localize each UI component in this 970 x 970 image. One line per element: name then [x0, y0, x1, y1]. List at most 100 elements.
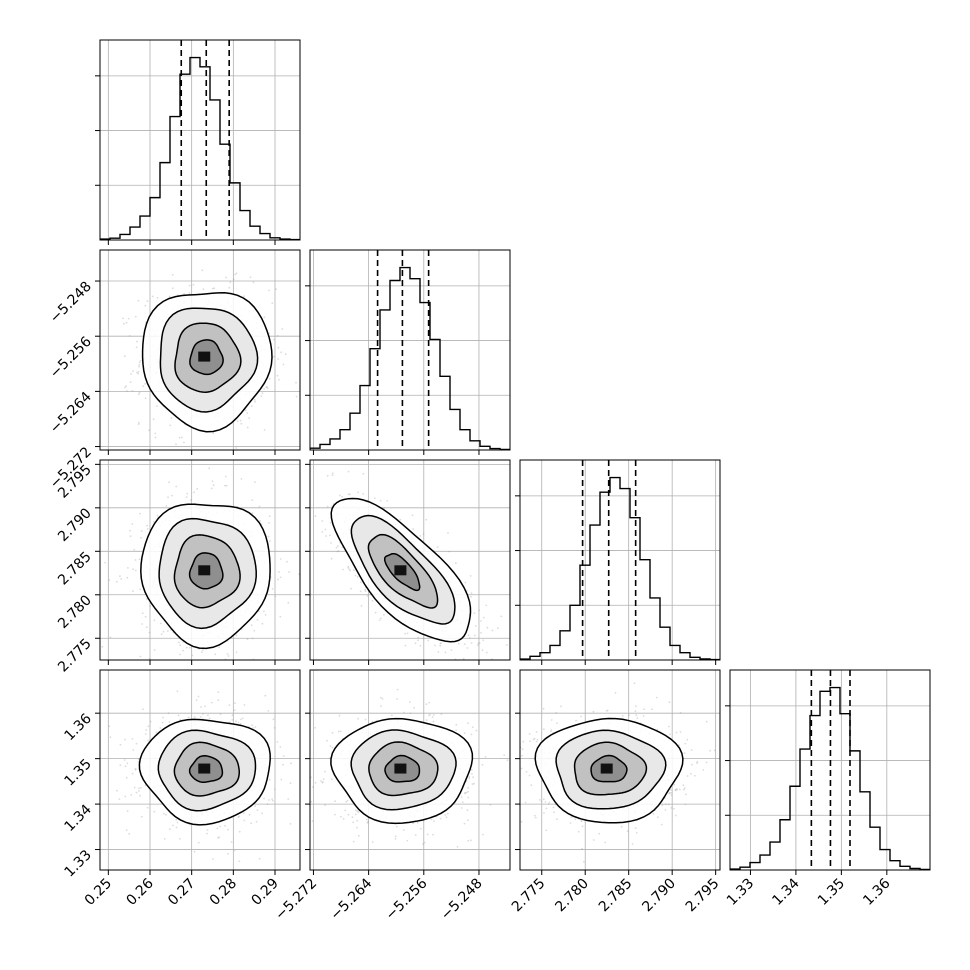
scatter-point: [682, 784, 685, 787]
scatter-point: [272, 718, 275, 721]
scatter-point: [128, 335, 131, 337]
scatter-point: [140, 530, 143, 532]
scatter-point: [229, 281, 232, 284]
scatter-point: [135, 346, 138, 349]
scatter-point: [230, 841, 233, 843]
scatter-point: [432, 714, 435, 716]
scatter-point: [137, 758, 140, 761]
scatter-point: [266, 387, 269, 390]
scatter-point: [134, 768, 137, 771]
scatter-point: [635, 705, 637, 708]
scatter-point: [193, 716, 196, 718]
scatter-point: [193, 491, 196, 494]
scatter-point: [348, 568, 351, 571]
scatter-point: [429, 713, 431, 716]
scatter-point: [341, 495, 343, 498]
scatter-point: [374, 611, 377, 614]
scatter-point: [569, 822, 572, 824]
scatter-point: [153, 649, 156, 651]
scatter-point: [359, 590, 362, 593]
scatter-point: [217, 691, 220, 693]
panel-frame: [99, 459, 301, 661]
x-tick-label: 0.25: [82, 876, 115, 909]
scatter-point: [201, 269, 204, 272]
scatter-point: [284, 353, 287, 356]
scatter-point: [404, 644, 407, 647]
scatter-point: [287, 798, 290, 800]
scatter-point: [128, 832, 131, 835]
scatter-point: [514, 760, 516, 762]
scatter-point: [279, 558, 282, 560]
scatter-point: [428, 701, 431, 704]
y-tick-label: 1.36: [61, 711, 94, 744]
scatter-point: [146, 598, 148, 600]
scatter-point: [460, 796, 463, 798]
scatter-point: [199, 716, 202, 718]
scatter-point: [473, 634, 476, 637]
scatter-point: [352, 821, 354, 824]
scatter-point: [185, 496, 188, 498]
scatter-point: [137, 423, 140, 425]
scatter-point: [123, 759, 126, 761]
scatter-point: [179, 718, 182, 721]
scatter-point: [261, 392, 264, 395]
scatter-point: [536, 738, 539, 741]
scatter-point: [289, 823, 292, 825]
scatter-point: [156, 297, 159, 299]
scatter-point: [200, 706, 202, 708]
histogram-step: [520, 476, 720, 660]
scatter-point: [330, 542, 332, 544]
scatter-point: [310, 800, 313, 803]
scatter-point: [334, 813, 336, 816]
scatter-point: [444, 814, 447, 816]
scatter-point: [207, 714, 209, 716]
scatter-point: [241, 717, 244, 720]
scatter-point: [338, 714, 341, 717]
scatter-point: [477, 642, 480, 645]
scatter-point: [252, 727, 255, 729]
scatter-point: [273, 788, 276, 791]
scatter-point: [244, 409, 247, 412]
scatter-point: [170, 417, 173, 419]
scatter-point: [357, 834, 360, 837]
scatter-point: [455, 562, 457, 565]
scatter-point: [132, 370, 134, 373]
scatter-point: [433, 820, 435, 822]
scatter-point: [669, 733, 671, 736]
scatter-point: [276, 374, 279, 377]
scatter-point: [349, 493, 351, 496]
scatter-point: [137, 393, 140, 396]
scatter-point: [458, 642, 460, 645]
scatter-point: [482, 639, 485, 641]
scatter-point: [550, 729, 553, 731]
scatter-point: [228, 721, 231, 723]
scatter-point: [280, 778, 283, 781]
scatter-point: [156, 405, 158, 407]
scatter-point: [101, 645, 104, 648]
scatter-point: [168, 721, 171, 723]
scatter-point: [123, 322, 125, 325]
scatter-point: [206, 451, 208, 453]
panel-grid: [520, 460, 720, 660]
scatter-point: [513, 761, 515, 763]
scatter-point: [456, 846, 459, 848]
scatter-point: [219, 713, 222, 716]
scatter-point: [233, 709, 236, 711]
scatter-point: [362, 493, 365, 495]
scatter-point: [643, 708, 646, 711]
scatter-point: [446, 812, 449, 815]
scatter-point: [240, 718, 242, 721]
scatter-point: [227, 828, 229, 831]
scatter-point: [455, 729, 457, 732]
scatter-point: [463, 661, 465, 663]
scatter-point: [250, 405, 253, 407]
scatter-point: [461, 801, 464, 803]
scatter-point: [201, 651, 203, 654]
scatter-point: [134, 315, 137, 318]
scatter-point: [463, 822, 466, 825]
scatter-point: [354, 813, 357, 816]
scatter-point: [268, 378, 271, 380]
scatter-point: [147, 739, 150, 742]
scatter-panel-3-2: 2.775 2.780 2.785 2.790 2.795: [509, 669, 722, 915]
scatter-point: [406, 839, 409, 842]
